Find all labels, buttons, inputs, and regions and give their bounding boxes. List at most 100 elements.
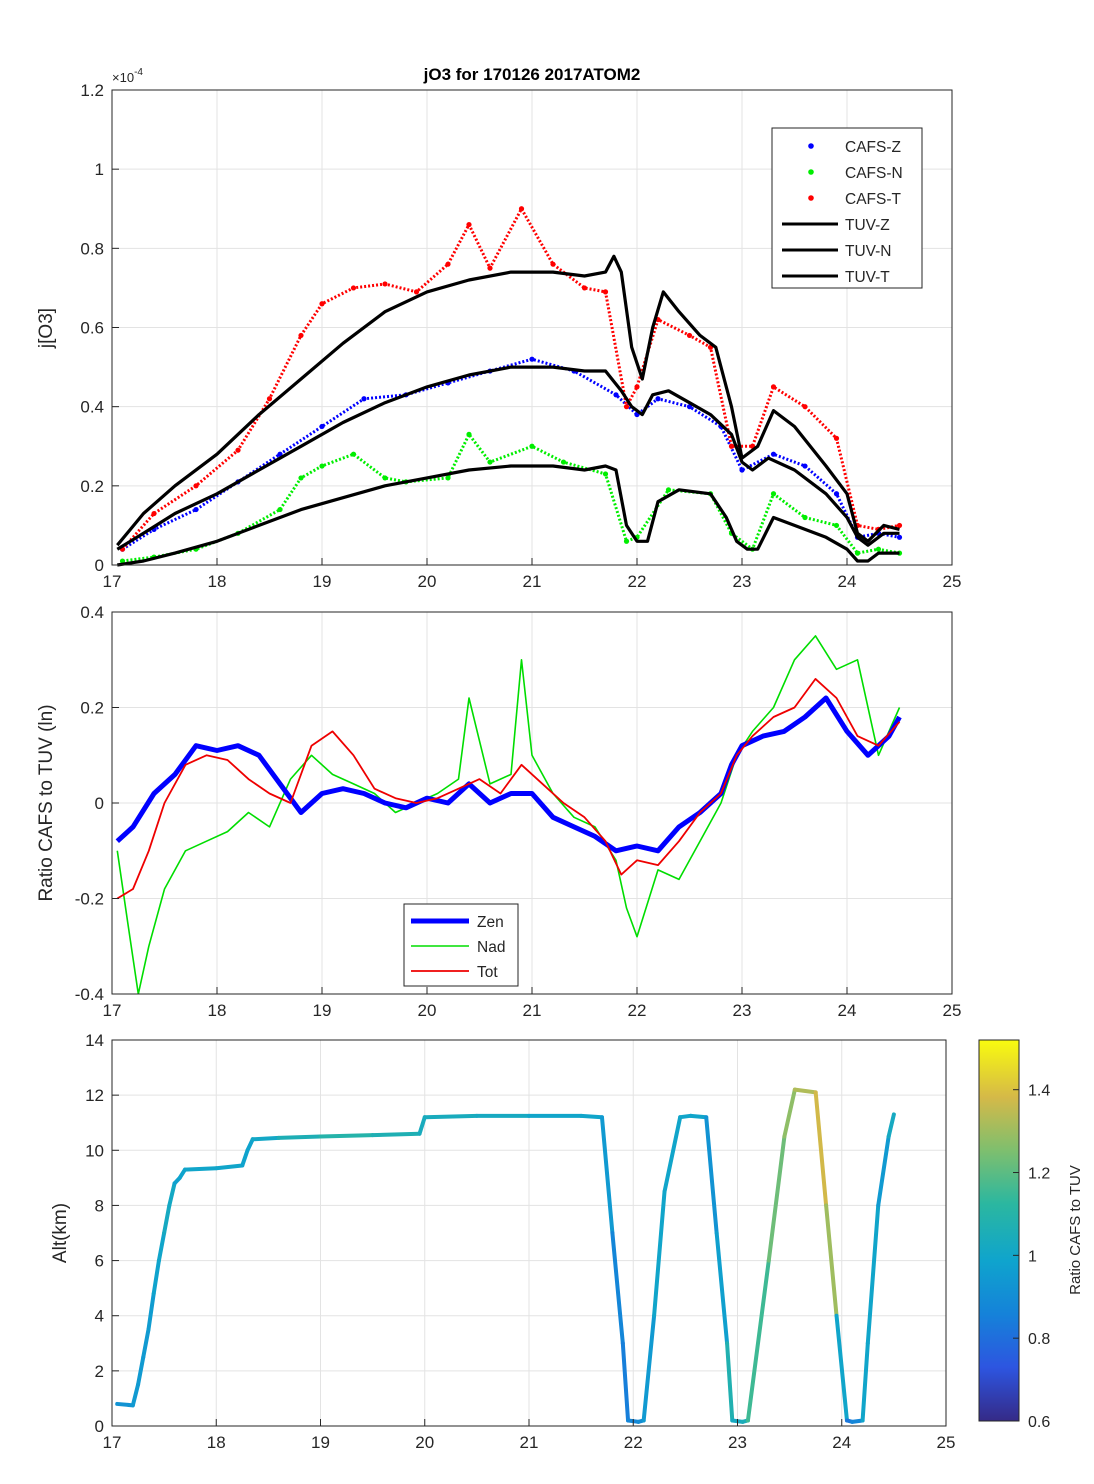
series-cafs-n-point [802,514,808,521]
altitude-segment [250,1135,281,1142]
jo3-time-series-ytick-label-1-2: 1.2 [80,81,104,100]
altitude-segment [318,1133,375,1139]
altitude-segment [146,1291,156,1332]
altitude-segment [860,1341,870,1423]
series-cafs-t-point [896,522,903,529]
series-cafs-n-point [529,443,535,449]
altitude-segment [652,1189,667,1318]
altitude-segment [141,1327,151,1360]
ratio-series [115,635,902,994]
series-cafs-t-point [266,396,273,402]
altitude-segment [792,1087,818,1095]
legend-label-cafs-t: CAFS-T [845,191,902,208]
colorbar-label: Ratio CAFS to TUV [1067,1165,1084,1295]
altitude-segment [876,1134,891,1208]
series-cafs-t-point [634,384,640,390]
ratio-time-series-xtick-label-19: 19 [313,1001,332,1020]
ratio-time-series-ytick-label--0-2: -0.2 [75,890,104,909]
series-cafs-t-point [686,332,693,339]
altitude-profile-xtick-label-21: 21 [520,1433,539,1452]
altitude-segment [620,1341,631,1423]
legend-label-tuv-z: TUV-Z [845,217,890,234]
altitude-segment [156,1231,167,1263]
altitude-profile-ytick-label-6: 6 [95,1252,104,1271]
legend-marker-cafs-z [808,143,814,149]
series-cafs-t-point [802,404,808,410]
series-cafs-t-point [833,435,840,441]
series-cafs-t-trace [121,207,900,551]
colorbar: 0.6 0.8 1 1.2 1.4 Ratio CAFS to TUV [978,1039,1084,1431]
altitude-segment [610,1231,625,1346]
series-cafs-n-point [277,506,283,513]
series-cafs-t-point [445,261,451,267]
series-cafs-t-point [602,289,609,295]
altitude-segment [245,1137,255,1153]
series-cafs-t-point [581,285,588,291]
series-cafs-z-point [770,451,777,457]
series-tuv-t-line [116,254,900,547]
series-cafs-z-point [739,467,745,473]
series-zen-line [115,695,902,854]
series-cafs-n-point [623,538,630,544]
series-cafs-n-point [466,431,472,437]
series-cafs-n-point [875,546,882,552]
colorbar-tick-label-0-6: 0.6 [1028,1414,1050,1431]
jo3-series [116,206,903,567]
chart-title: jO3 for 170126 2017ATOM2 [423,65,641,84]
colorbar-tick-label-0-8: 0.8 [1028,1331,1050,1348]
altitude-profile-xtick-label-22: 22 [624,1433,643,1452]
altitude-series [115,1087,896,1424]
series-cafs-n-trace [122,432,900,563]
altitude-segment [714,1231,730,1346]
jo3-time-series-xtick-label-25: 25 [943,572,962,591]
ratio-legend-box [403,903,519,987]
series-cafs-n-point [298,475,304,481]
ratio-panel: 17 18 19 20 21 22 23 24 25 -0.4 -0.2 0 0.2 0.4 Ratio … [36,603,961,1020]
altitude-profile-ytick-label-10: 10 [85,1141,104,1160]
series-cafs-z-point [613,392,619,398]
series-cafs-n-point [119,558,126,564]
altitude-segment [276,1134,323,1140]
jo3-time-series-xtick-label-17: 17 [103,572,122,591]
series-cafs-t-point [193,483,199,489]
jo3-time-series-xtick-label-21: 21 [523,572,542,591]
altitude-y-axis-label: Alt(km) [50,1203,71,1263]
series-cafs-z-point [833,491,840,497]
series-cafs-n-point [319,463,325,469]
ratio-time-series-ytick-label-0: 0 [95,794,104,813]
altitude-segment [834,1313,849,1423]
series-cafs-z-point [686,404,693,410]
altitude-segment [214,1163,245,1171]
colorbar-ticks: 0.6 0.8 1 1.2 1.4 [1013,1083,1050,1431]
legend-marker-cafs-t [808,195,814,201]
jo3-time-series-ytick-label-0-4: 0.4 [80,398,104,417]
series-cafs-z-point [319,423,325,430]
altitude-segment [422,1113,479,1120]
jo3-time-series-xtick-label-24: 24 [838,572,857,591]
jo3-y-axis-label: j[O3] [36,308,57,349]
jo3-time-series-xtick-label-20: 20 [418,572,437,591]
series-cafs-z-trace [121,357,900,551]
altitude-segment [782,1087,797,1139]
ratio-y-axis-label: Ratio CAFS to TUV (ln) [36,704,57,901]
jo3-time-series-ytick-label-0-6: 0.6 [80,319,104,338]
altitude-segment [167,1181,177,1208]
ratio-time-series-ytick-label--0-4: -0.4 [75,985,104,1004]
legend-label-tuv-n: TUV-N [845,243,892,260]
altitude-segment [865,1203,881,1346]
altitude-segment [813,1090,829,1208]
altitude-segment [115,1401,135,1408]
series-cafs-t-point [151,510,157,517]
jo3-time-series-ytick-label-0: 0 [95,556,104,575]
altitude-segment [417,1115,427,1136]
jo3-time-series-xtick-label-22: 22 [628,572,647,591]
series-cafs-z-point [277,451,283,457]
jo3-time-series-xtick-label-23: 23 [733,572,752,591]
altitude-segment [824,1203,839,1318]
jo3-legend: CAFS-Z CAFS-N CAFS-T TUV-Z TUV-N TUV-T [771,127,923,289]
exponent-label: ×10-4 [112,67,143,85]
altitude-segment [745,1258,771,1423]
series-nad-line [116,635,901,994]
series-cafs-n-point [833,522,840,529]
